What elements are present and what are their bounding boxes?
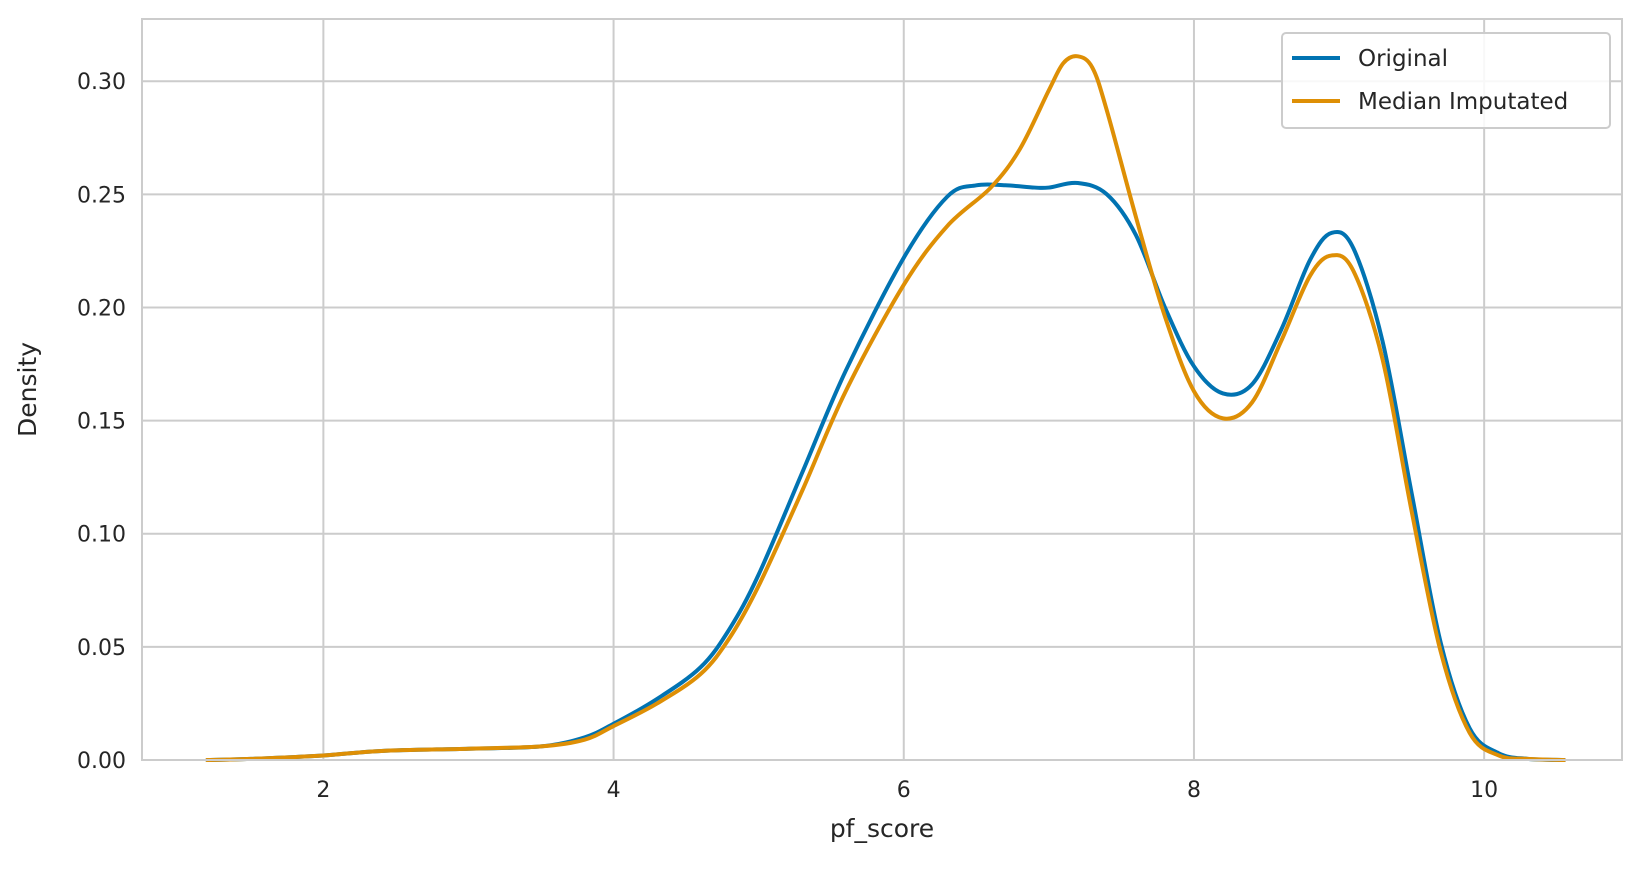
legend-box <box>1281 32 1611 129</box>
y-tick-label: 0.10 <box>77 523 126 548</box>
y-tick-label: 0.15 <box>77 410 126 435</box>
x-tick-label: 4 <box>607 778 621 803</box>
series-line-median-imputated <box>205 54 1566 762</box>
x-tick-label: 6 <box>897 778 911 803</box>
y-tick-label: 0.30 <box>77 70 126 95</box>
x-tick-label: 2 <box>316 778 330 803</box>
legend-label-median-imputated: Median Imputated <box>1358 89 1568 115</box>
x-axis-label: pf_score <box>830 814 934 843</box>
x-axis-ticks: 2 4 6 8 10 <box>316 778 1498 803</box>
legend-label-original: Original <box>1358 46 1448 72</box>
series-line-original <box>205 180 1566 762</box>
x-tick-label: 10 <box>1470 778 1498 803</box>
y-tick-label: 0.05 <box>77 636 126 661</box>
y-axis-ticks: 0.00 0.05 0.10 0.15 0.20 0.25 0.30 <box>77 70 126 774</box>
plot-frame <box>141 18 1623 761</box>
x-tick-label: 8 <box>1187 778 1201 803</box>
y-tick-label: 0.20 <box>77 296 126 321</box>
grid-lines <box>142 19 1622 761</box>
legend: Original Median Imputated <box>1281 32 1611 129</box>
series-lines <box>205 54 1566 762</box>
y-tick-label: 0.00 <box>77 749 126 774</box>
y-tick-label: 0.25 <box>77 183 126 208</box>
y-axis-label: Density <box>13 342 42 437</box>
